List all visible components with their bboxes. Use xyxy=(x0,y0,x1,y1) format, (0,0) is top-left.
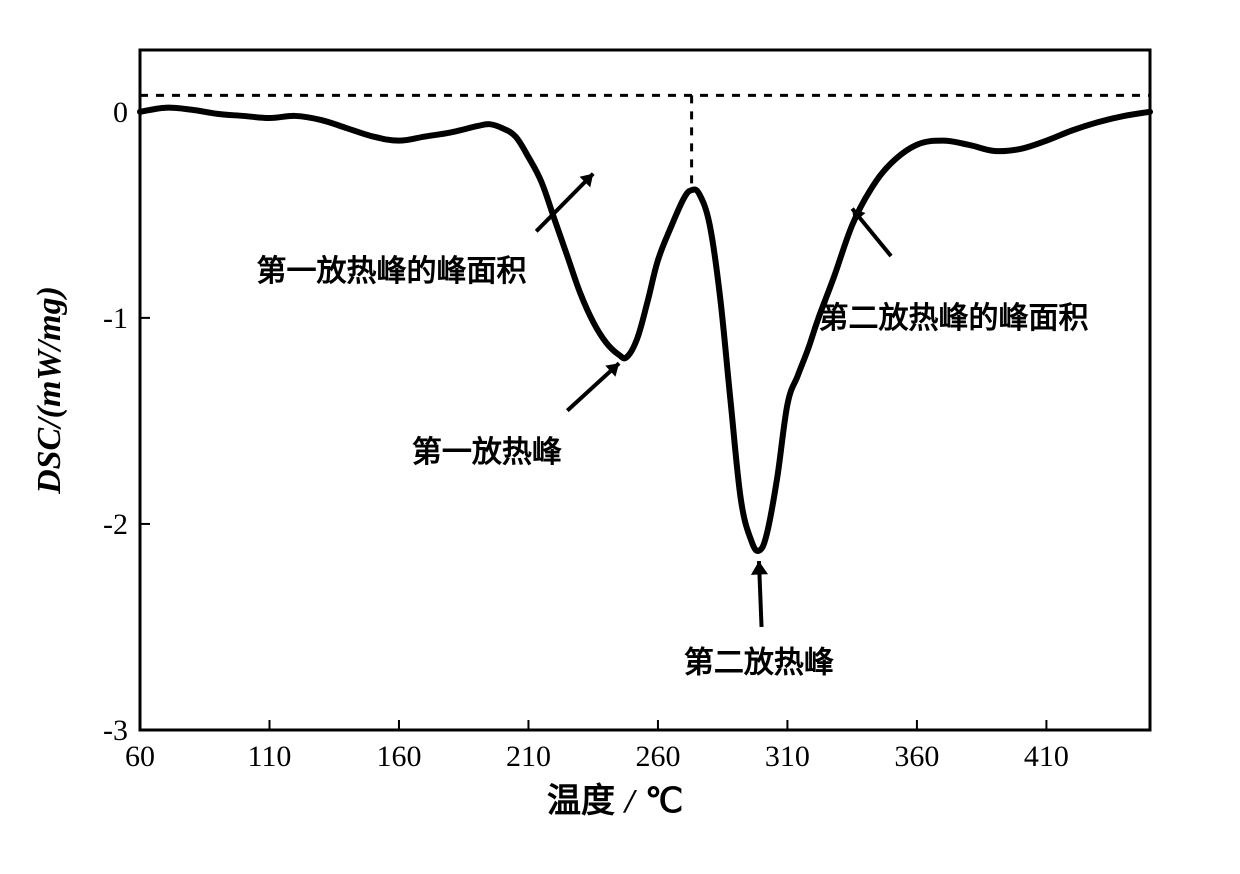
x-tick-label: 310 xyxy=(765,740,810,773)
x-tick-label: 360 xyxy=(894,740,939,773)
x-tick-label: 260 xyxy=(635,740,680,773)
annotation-peak2_area: 第二放热峰的峰面积 xyxy=(819,301,1089,335)
svg-text:℃: ℃ xyxy=(645,782,683,820)
y-axis-title: DSC/(mW/mg) xyxy=(31,286,68,495)
x-tick-label: 60 xyxy=(125,740,155,773)
x-tick-label: 210 xyxy=(506,740,551,773)
annotation-peak2: 第二放热峰 xyxy=(684,645,834,679)
x-tick-label: 410 xyxy=(1024,740,1069,773)
y-tick-label: 0 xyxy=(113,96,128,129)
x-tick-label: 110 xyxy=(248,740,292,773)
dsc-chart: 601101602102603103604100-1-2-3温度/℃DSC/(m… xyxy=(0,0,1240,874)
svg-text:温度: 温度 xyxy=(547,782,615,820)
y-tick-label: -2 xyxy=(103,508,128,541)
x-tick-label: 160 xyxy=(376,740,421,773)
y-tick-label: -3 xyxy=(103,714,128,747)
annotation-peak1_area: 第一放热峰的峰面积 xyxy=(257,254,527,288)
annotation-peak1: 第一放热峰 xyxy=(412,435,562,469)
y-tick-label: -1 xyxy=(103,302,128,335)
